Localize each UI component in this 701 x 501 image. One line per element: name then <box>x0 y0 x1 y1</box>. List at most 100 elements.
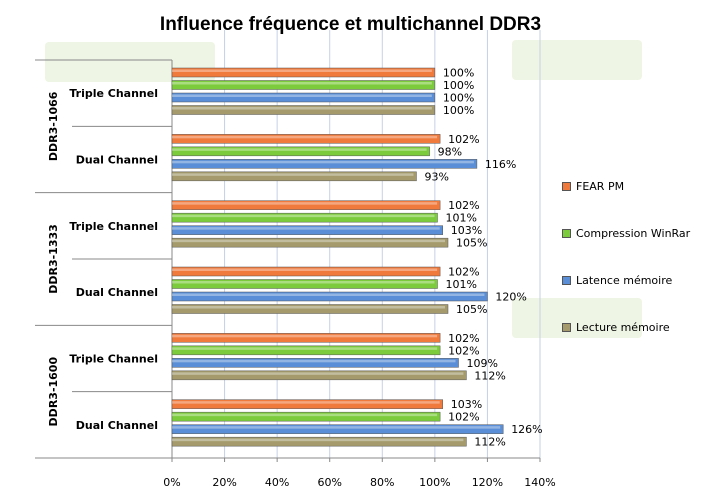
category-label: Triple Channel <box>69 87 158 100</box>
legend-swatch <box>562 229 571 238</box>
bar-highlight <box>172 94 432 97</box>
data-label: 103% <box>451 398 482 411</box>
data-label: 116% <box>485 158 516 171</box>
bar-highlight <box>172 438 464 442</box>
x-tick-label: 40% <box>265 476 289 489</box>
bar-highlight <box>172 426 501 429</box>
x-tick-label: 0% <box>163 476 180 489</box>
data-label: 105% <box>456 303 487 316</box>
bar-latence-m-moire <box>171 291 488 302</box>
bar-latence-m-moire <box>171 424 504 434</box>
bar-highlight <box>172 306 445 309</box>
category-label: Dual Channel <box>76 286 158 299</box>
bar-highlight <box>172 281 435 284</box>
bar-latence-m-moire <box>171 159 478 169</box>
bar-fear-pm <box>171 399 443 409</box>
bar-latence-m-moire <box>171 225 443 235</box>
x-tick-label: 20% <box>212 476 236 489</box>
data-label: 100% <box>443 67 474 80</box>
legend-label: Lecture mémoire <box>576 321 670 334</box>
bar-highlight <box>172 372 464 375</box>
bar-compression-winrar <box>171 411 441 422</box>
bar-compression-winrar <box>171 279 438 289</box>
data-label: 103% <box>451 224 482 237</box>
bar-highlight <box>172 347 438 350</box>
data-label: 102% <box>448 266 479 279</box>
bar-fear-pm <box>171 134 441 144</box>
bar-latence-m-moire <box>171 358 459 368</box>
data-label: 102% <box>448 411 479 424</box>
bar-fear-pm <box>171 200 441 210</box>
bar-lecture-m-moire <box>171 436 467 447</box>
data-label: 109% <box>467 357 498 370</box>
bar-compression-winrar <box>171 80 436 90</box>
bar-fear-pm <box>171 266 441 277</box>
data-label: 102% <box>448 332 479 345</box>
legend-item: FEAR PM <box>562 180 624 193</box>
bar-lecture-m-moire <box>171 304 449 314</box>
legend-swatch <box>562 276 571 285</box>
bar-compression-winrar <box>171 345 441 356</box>
bar-highlight <box>172 69 432 72</box>
legend-label: FEAR PM <box>576 180 625 193</box>
x-tick-label: 100% <box>419 476 450 489</box>
data-label: 126% <box>511 423 542 436</box>
group-label: DDR3-1066 <box>47 91 60 161</box>
bar-highlight <box>172 293 485 296</box>
legend-label: Compression WinRar <box>576 227 691 240</box>
data-label: 101% <box>445 278 476 291</box>
category-label: Dual Channel <box>76 419 158 432</box>
bar-fear-pm <box>171 67 436 78</box>
bar-highlight <box>172 214 435 218</box>
bar-lecture-m-moire <box>171 171 417 182</box>
bar-highlight <box>172 135 438 139</box>
bar-highlight <box>172 239 445 243</box>
bar-latence-m-moire <box>171 92 436 103</box>
bar-compression-winrar <box>171 146 430 157</box>
bar-highlight <box>172 160 474 164</box>
bar-highlight <box>172 268 438 271</box>
group-label: DDR3-1600 <box>47 357 60 427</box>
bar-lecture-m-moire <box>171 105 436 115</box>
data-label: 120% <box>495 291 526 304</box>
bar-highlight <box>172 413 438 417</box>
category-label: Triple Channel <box>69 220 158 233</box>
bar-compression-winrar <box>171 212 438 223</box>
legend-swatch <box>562 323 571 332</box>
x-tick-label: 120% <box>472 476 503 489</box>
legend-swatch <box>562 182 571 191</box>
legend-item: Compression WinRar <box>562 227 690 240</box>
data-label: 100% <box>443 79 474 92</box>
data-label: 102% <box>448 133 479 146</box>
bar-highlight <box>172 227 440 230</box>
legend-item: Latence mémoire <box>562 274 672 287</box>
x-tick-label: 140% <box>524 476 555 489</box>
data-label: 102% <box>448 344 479 357</box>
legend-label: Latence mémoire <box>576 274 673 287</box>
watermark-logo <box>512 298 642 338</box>
chart-title: Influence fréquence et multichannel DDR3 <box>159 14 542 35</box>
group-label: DDR3-1333 <box>47 224 60 294</box>
data-label: 101% <box>445 212 476 225</box>
bar-highlight <box>172 334 438 338</box>
bar-lecture-m-moire <box>171 370 467 381</box>
bar-highlight <box>172 148 427 151</box>
bar-lecture-m-moire <box>171 237 449 248</box>
watermark-logo <box>512 40 642 80</box>
data-label: 105% <box>456 237 487 250</box>
data-label: 98% <box>438 145 462 158</box>
data-label: 100% <box>443 104 474 117</box>
data-label: 100% <box>443 92 474 105</box>
bar-highlight <box>172 107 432 110</box>
category-label: Triple Channel <box>69 353 158 366</box>
x-tick-label: 80% <box>370 476 394 489</box>
legend-item: Lecture mémoire <box>562 321 670 334</box>
data-label: 93% <box>424 170 448 183</box>
bar-highlight <box>172 202 438 205</box>
bar-highlight <box>172 82 432 85</box>
bar-highlight <box>172 173 414 176</box>
bar-highlight <box>172 359 456 363</box>
data-label: 112% <box>474 369 505 382</box>
